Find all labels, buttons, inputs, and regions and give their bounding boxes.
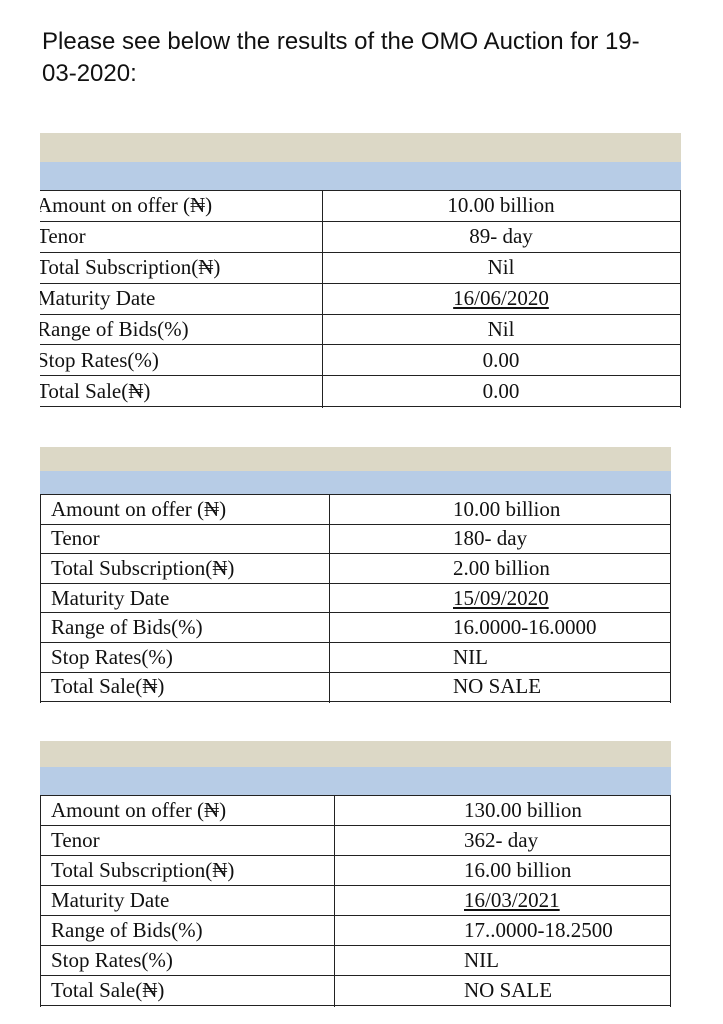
row-value: 16/03/2021	[464, 888, 560, 912]
row-label: Total Subscription(₦)	[51, 858, 235, 882]
auction-table: Amount on offer (₦) 130.00 billion Tenor 36…	[40, 741, 671, 1007]
intro-text: Please see below the results of the OMO …	[42, 28, 640, 87]
row-label: Stop Rates(%)	[51, 948, 173, 972]
column-divider	[329, 495, 330, 703]
row-label: Tenor	[40, 224, 86, 249]
row-value: 0.00	[482, 378, 520, 403]
row-label: Amount on offer (₦)	[51, 798, 227, 822]
row-value: 0.00	[482, 347, 520, 372]
row-value: NIL	[464, 948, 499, 972]
row-value: 10.00 billion	[447, 193, 555, 218]
row-label: Total Sale(₦)	[51, 978, 165, 1002]
row-label: Range of Bids(%)	[51, 615, 203, 640]
row-value: Nil	[487, 317, 515, 342]
table-row: Tenor 89- day	[40, 222, 680, 253]
table-body: Amount on offer (₦) 130.00 billion Tenor 36…	[40, 795, 671, 1007]
subheader-band	[40, 767, 671, 795]
row-label: Tenor	[51, 526, 100, 551]
subheader-band	[40, 162, 681, 190]
row-value: 2.00 billion	[453, 555, 550, 580]
row-value: 16.0000-16.0000	[453, 615, 597, 640]
table-row: Total Sale(₦) NO SALE	[41, 976, 670, 1006]
row-value: 15/09/2020	[453, 585, 549, 610]
row-label: Maturity Date	[51, 585, 170, 610]
table-row: Total Subscription(₦) Nil	[40, 253, 680, 284]
row-label: Tenor	[51, 828, 100, 852]
table-row: Tenor 362- day	[41, 826, 670, 856]
table-body: Amount on offer (₦) 10.00 billion Tenor 180…	[40, 494, 671, 703]
table-row: Stop Rates(%) 0.00	[40, 346, 680, 377]
table-row: Range of Bids(%) Nil	[40, 315, 680, 346]
table-row: Amount on offer (₦) 130.00 billion	[41, 796, 670, 826]
row-label: Range of Bids(%)	[51, 918, 203, 942]
row-label: Total Sale(₦)	[40, 378, 151, 403]
table-row: Total Sale(₦) NO SALE	[41, 673, 670, 703]
table-row: Total Subscription(₦) 2.00 billion	[41, 554, 670, 584]
auction-table: Amount on offer (₦) 10.00 billion Tenor 89-…	[40, 133, 681, 408]
table-row: Stop Rates(%) NIL	[41, 946, 670, 976]
table-row: Amount on offer (₦) 10.00 billion	[41, 495, 670, 525]
row-value: NIL	[453, 644, 488, 669]
row-value: NO SALE	[453, 674, 542, 699]
row-value: 89- day	[469, 224, 533, 249]
row-value: 16/06/2020	[453, 286, 549, 311]
row-label: Amount on offer (₦)	[40, 193, 213, 218]
table-row: Maturity Date 16/03/2021	[41, 886, 670, 916]
row-label: Maturity Date	[51, 888, 170, 912]
row-value: 10.00 billion	[453, 496, 561, 521]
row-value: 130.00 billion	[464, 798, 582, 822]
row-label: Total Subscription(₦)	[51, 555, 235, 580]
table-row: Stop Rates(%) NIL	[41, 643, 670, 673]
row-label: Stop Rates(%)	[40, 347, 159, 372]
table-row: Total Subscription(₦) 16.00 billion	[41, 856, 670, 886]
row-value: 17..0000-18.2500	[464, 918, 613, 942]
row-value: NO SALE	[464, 978, 553, 1002]
header-band	[40, 447, 671, 471]
row-label: Total Sale(₦)	[51, 674, 165, 699]
header-band	[40, 133, 681, 162]
table-row: Tenor 180- day	[41, 525, 670, 555]
row-label: Range of Bids(%)	[40, 317, 189, 342]
auction-table: Amount on offer (₦) 10.00 billion Tenor 180…	[40, 447, 671, 703]
row-value: Nil	[487, 255, 515, 280]
column-divider	[322, 191, 323, 408]
subheader-band	[40, 471, 671, 494]
row-value: 180- day	[453, 526, 528, 551]
row-value: 16.00 billion	[464, 858, 572, 882]
column-divider	[334, 796, 335, 1007]
row-label: Amount on offer (₦)	[51, 496, 227, 521]
table-row: Range of Bids(%) 16.0000-16.0000	[41, 613, 670, 643]
row-label: Total Subscription(₦)	[40, 255, 221, 280]
row-label: Maturity Date	[40, 286, 156, 311]
table-row: Amount on offer (₦) 10.00 billion	[40, 191, 680, 222]
row-value: 362- day	[464, 828, 539, 852]
table-row: Range of Bids(%) 17..0000-18.2500	[41, 916, 670, 946]
table-row: Total Sale(₦) 0.00	[40, 376, 680, 408]
header-band	[40, 741, 671, 767]
table-row: Maturity Date 16/06/2020	[40, 284, 680, 315]
table-row: Maturity Date 15/09/2020	[41, 584, 670, 614]
row-label: Stop Rates(%)	[51, 644, 173, 669]
table-body: Amount on offer (₦) 10.00 billion Tenor 89-…	[40, 190, 681, 408]
